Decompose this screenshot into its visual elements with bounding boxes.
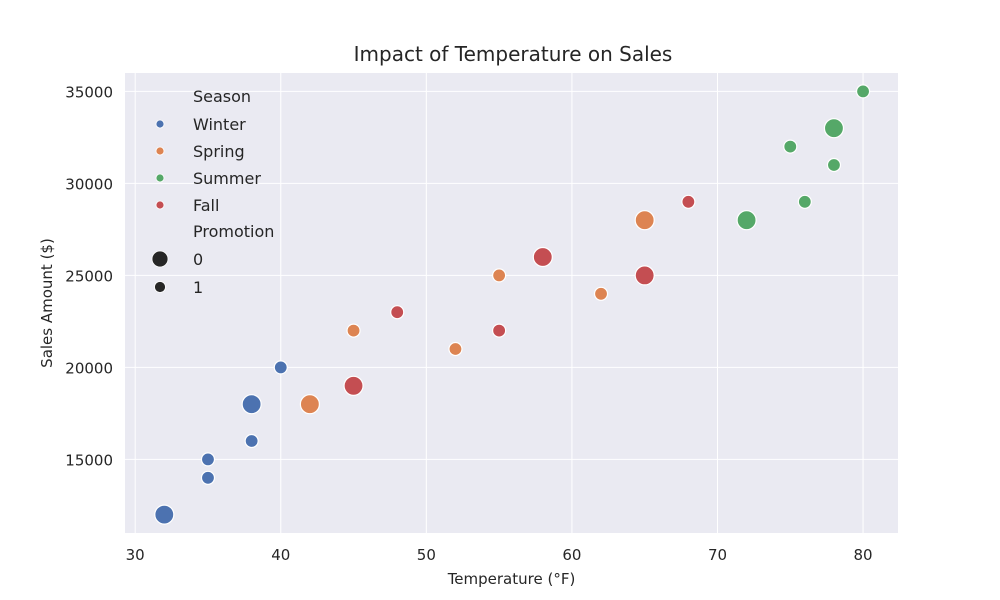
data-point-winter [241, 394, 262, 415]
data-point-spring [593, 286, 609, 301]
y-tick-label: 30000 [65, 175, 113, 193]
x-axis-label: Temperature (°F) [447, 570, 576, 588]
data-point-spring [492, 268, 507, 283]
legend-hue-title: Season [193, 87, 251, 106]
legend-label-summer: Summer [193, 169, 261, 188]
data-point-winter [154, 504, 175, 525]
legend-marker-spring [155, 146, 165, 156]
legend-marker-summer [155, 173, 165, 183]
data-point-spring [448, 341, 463, 357]
data-point-summer [826, 157, 842, 173]
y-tick-label: 20000 [65, 359, 113, 377]
x-axis-ticks: 30 40 50 60 70 80 [126, 546, 873, 564]
plot-area [125, 73, 898, 533]
legend-marker-fall [155, 200, 165, 210]
y-tick-label: 15000 [65, 451, 113, 469]
y-axis-label: Sales Amount ($) [38, 238, 56, 368]
data-point-spring [634, 210, 655, 231]
data-point-spring [299, 394, 320, 415]
chart-title: Impact of Temperature on Sales [353, 42, 673, 66]
data-point-winter [200, 470, 216, 485]
data-point-summer [823, 118, 845, 139]
data-point-summer [797, 194, 812, 209]
data-point-summer [783, 139, 798, 154]
legend-size-marker [154, 281, 166, 293]
legend-label-fall: Fall [193, 196, 219, 215]
legend-size-title: Promotion [193, 222, 274, 241]
legend-size-marker [151, 250, 169, 268]
grid-lines [125, 73, 898, 533]
legend-size-label: 1 [193, 278, 203, 297]
data-point-summer [855, 84, 871, 99]
y-tick-label: 35000 [65, 83, 113, 101]
data-points [154, 84, 871, 525]
data-point-winter [273, 360, 288, 375]
data-point-fall [492, 323, 507, 338]
legend-marker-winter [155, 119, 165, 129]
legend: Season Winter Spring Summer Fall Promotion 0 1 [151, 87, 274, 297]
x-tick-label: 60 [562, 546, 581, 564]
data-point-fall [390, 305, 405, 320]
legend-label-winter: Winter [193, 115, 246, 134]
data-point-spring [346, 323, 361, 338]
x-tick-label: 30 [126, 546, 145, 564]
data-point-fall [634, 265, 655, 286]
y-axis-ticks: 15000 20000 25000 30000 35000 [65, 83, 113, 469]
data-point-fall [343, 375, 364, 396]
data-point-winter [200, 452, 216, 467]
legend-label-spring: Spring [193, 142, 245, 161]
data-point-fall [532, 246, 553, 268]
legend-size-label: 0 [193, 250, 203, 269]
x-tick-label: 50 [417, 546, 436, 564]
data-point-summer [736, 210, 757, 231]
data-point-fall [681, 194, 696, 209]
x-tick-label: 70 [708, 546, 727, 564]
y-tick-label: 25000 [65, 267, 113, 285]
x-tick-label: 40 [271, 546, 290, 564]
x-tick-label: 80 [854, 546, 873, 564]
data-point-winter [244, 433, 259, 449]
